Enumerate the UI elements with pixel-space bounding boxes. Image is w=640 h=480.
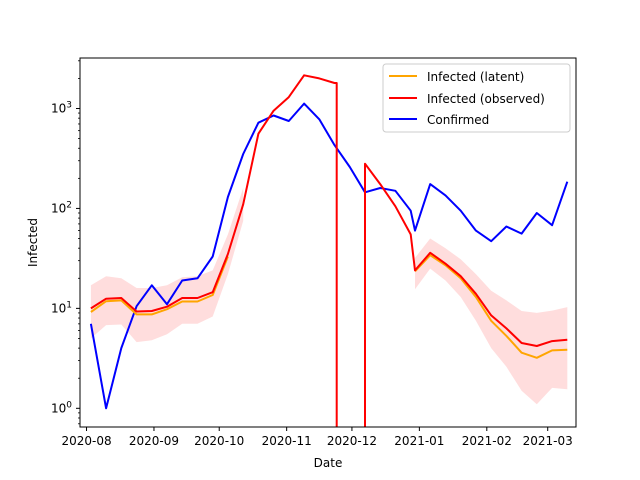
series-line-confirmed	[89, 102, 569, 410]
x-tick-label: 2021-01	[394, 434, 444, 448]
series-line-infected-latent	[414, 254, 568, 359]
x-tick-label: 2020-11	[262, 434, 312, 448]
x-axis-label: Date	[314, 456, 343, 470]
legend-box	[382, 63, 571, 133]
legend-label-confirmed: Confirmed	[427, 113, 489, 127]
series-line-infected-observed	[364, 162, 568, 427]
y-tick-label: 101	[51, 300, 72, 315]
legend: Infected (latent) Infected (observed) Co…	[382, 63, 571, 133]
series-line-infected-latent	[90, 256, 229, 316]
y-tick-label: 102	[51, 200, 72, 215]
y-tick-label: 100	[51, 400, 72, 415]
legend-label-observed: Infected (observed)	[427, 92, 545, 106]
x-tick-label: 2020-12	[327, 434, 377, 448]
confidence-band-1	[90, 188, 244, 343]
plot-frame	[79, 57, 577, 428]
x-axis-ticks: 2020-08 2020-09 2020-10 2020-11 2020-12 2021-…	[61, 427, 573, 448]
series-lines	[89, 74, 569, 427]
x-tick-label: 2021-03	[523, 434, 573, 448]
x-tick-label: 2020-09	[129, 434, 179, 448]
x-tick-label: 2021-02	[462, 434, 512, 448]
confidence-bands	[90, 188, 568, 405]
x-tick-label: 2020-10	[194, 434, 244, 448]
series-line-infected-observed	[90, 74, 338, 427]
legend-label-latent: Infected (latent)	[427, 70, 524, 84]
y-axis-label: Infected	[26, 218, 40, 267]
x-tick-label: 2020-08	[61, 434, 111, 448]
y-tick-label: 103	[51, 100, 72, 115]
y-axis-ticks: 100 101 102 103	[51, 60, 80, 425]
